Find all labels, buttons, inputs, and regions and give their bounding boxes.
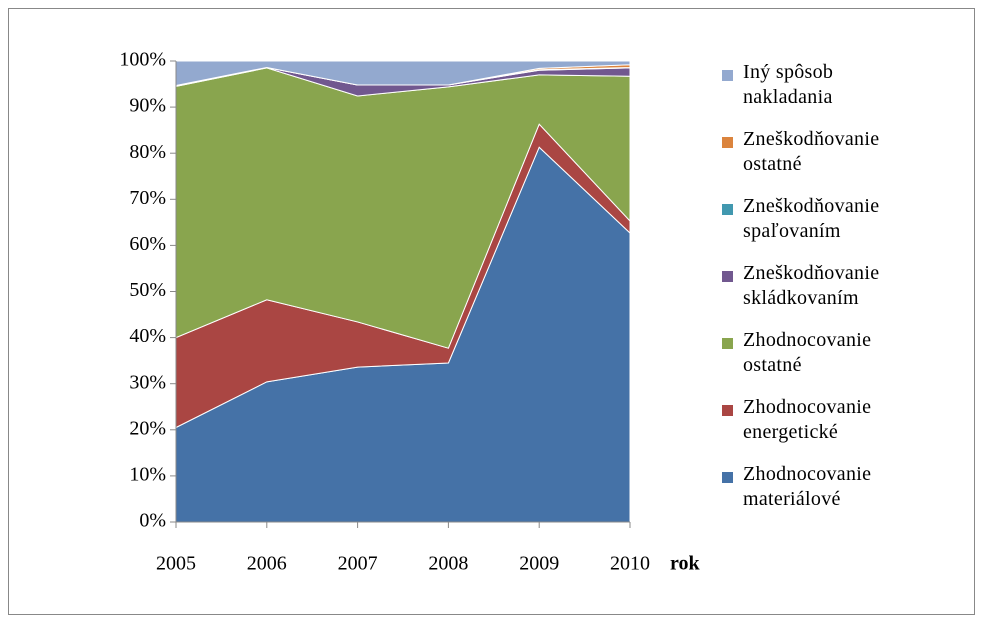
legend: Iný spôsob nakladania Zneškodňovanie osta… bbox=[722, 60, 952, 529]
legend-item: Zhodnocovanie ostatné bbox=[722, 328, 952, 395]
legend-label: Zhodnocovanie materiálové bbox=[743, 463, 872, 510]
y-tick-label: 20% bbox=[129, 417, 166, 439]
legend-swatch bbox=[722, 271, 733, 282]
y-tick-label: 10% bbox=[129, 463, 166, 485]
legend-item: Zhodnocovanie energetické bbox=[722, 395, 952, 462]
legend-label: Zhodnocovanie ostatné bbox=[743, 329, 872, 376]
legend-item: Zneškodňovanie ostatné bbox=[722, 127, 952, 194]
legend-swatch bbox=[722, 405, 733, 416]
y-tick-label: 70% bbox=[129, 187, 166, 209]
legend-swatch bbox=[722, 70, 733, 81]
legend-swatch bbox=[722, 137, 733, 148]
y-tick-label: 50% bbox=[129, 279, 166, 301]
y-tick-label: 40% bbox=[129, 325, 166, 347]
legend-label: Zneškodňovanie spaľovaním bbox=[743, 195, 880, 242]
x-axis-label: rok bbox=[670, 553, 701, 575]
x-tick-label: 2009 bbox=[519, 553, 559, 575]
legend-swatch bbox=[722, 472, 733, 483]
y-tick-label: 0% bbox=[139, 510, 166, 532]
legend-swatch bbox=[722, 338, 733, 349]
x-tick-label: 2005 bbox=[156, 553, 196, 575]
legend-label: Zneškodňovanie skládkovaním bbox=[743, 262, 880, 309]
x-tick-label: 2007 bbox=[338, 553, 378, 575]
y-tick-label: 80% bbox=[129, 141, 166, 163]
legend-item: Zneškodňovanie skládkovaním bbox=[722, 261, 952, 328]
y-tick-label: 60% bbox=[129, 233, 166, 255]
legend-item: Zhodnocovanie materiálové bbox=[722, 462, 952, 529]
y-tick-label: 90% bbox=[129, 95, 166, 117]
legend-item: Iný spôsob nakladania bbox=[722, 60, 952, 127]
x-tick-label: 2010 bbox=[610, 553, 650, 575]
legend-label: Zneškodňovanie ostatné bbox=[743, 128, 880, 175]
y-tick-label: 100% bbox=[119, 49, 166, 71]
x-tick-label: 2008 bbox=[428, 553, 468, 575]
legend-label: Zhodnocovanie energetické bbox=[743, 396, 872, 443]
legend-swatch bbox=[722, 204, 733, 215]
x-tick-label: 2006 bbox=[247, 553, 287, 575]
area bbox=[175, 60, 631, 87]
legend-item: Zneškodňovanie spaľovaním bbox=[722, 194, 952, 261]
legend-label: Iný spôsob nakladania bbox=[743, 61, 834, 108]
y-tick-label: 30% bbox=[129, 371, 166, 393]
